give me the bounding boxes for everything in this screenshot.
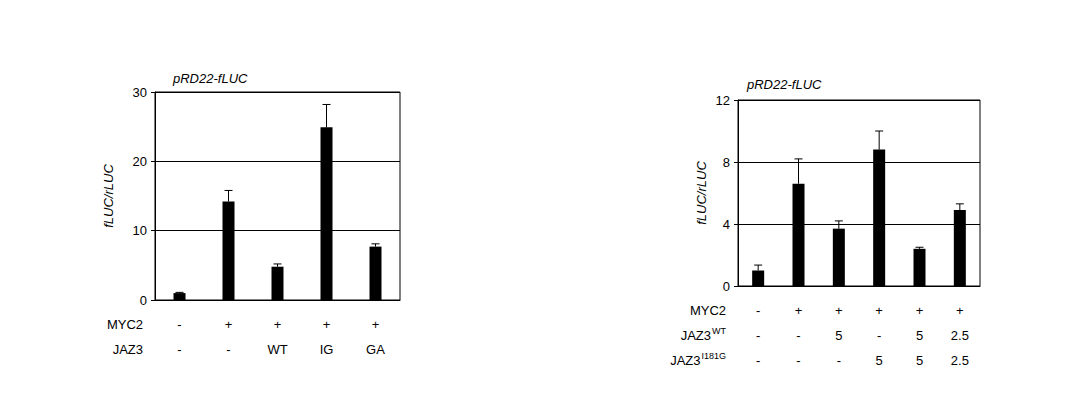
svg-text:JAZ3: JAZ3 [113, 342, 143, 357]
svg-text:-: - [756, 353, 760, 368]
svg-text:5: 5 [916, 353, 923, 368]
svg-text:30: 30 [133, 85, 147, 100]
svg-text:-: - [756, 328, 760, 343]
svg-text:+: + [225, 317, 233, 332]
svg-text:WT: WT [712, 326, 726, 336]
svg-text:MYC2: MYC2 [107, 317, 143, 332]
svg-text:-: - [796, 328, 800, 343]
svg-text:8: 8 [723, 155, 730, 170]
svg-text:+: + [916, 303, 924, 318]
svg-text:MYC2: MYC2 [690, 303, 726, 318]
svg-text:+: + [274, 317, 282, 332]
svg-text:-: - [756, 303, 760, 318]
svg-text:20: 20 [133, 154, 147, 169]
svg-text:I181G: I181G [701, 351, 726, 361]
svg-text:+: + [372, 317, 380, 332]
svg-text:10: 10 [133, 223, 147, 238]
svg-text:JAZ3: JAZ3 [670, 353, 700, 368]
svg-text:pRD22-fLUC: pRD22-fLUC [746, 77, 822, 92]
svg-text:5: 5 [916, 328, 923, 343]
svg-text:0: 0 [723, 279, 730, 294]
svg-text:IG: IG [320, 342, 334, 357]
svg-text:fLUC/rLUC: fLUC/rLUC [101, 164, 116, 228]
svg-text:-: - [226, 342, 230, 357]
svg-text:0: 0 [140, 293, 147, 308]
svg-text:5: 5 [835, 328, 842, 343]
svg-text:JAZ3: JAZ3 [681, 328, 711, 343]
svg-text:-: - [177, 342, 181, 357]
svg-text:pRD22-fLUC: pRD22-fLUC [172, 71, 248, 86]
svg-text:2.5: 2.5 [951, 353, 969, 368]
svg-text:4: 4 [723, 217, 730, 232]
svg-text:+: + [956, 303, 964, 318]
svg-text:fLUC/rLUC: fLUC/rLUC [694, 161, 709, 225]
svg-text:-: - [177, 317, 181, 332]
svg-text:5: 5 [876, 353, 883, 368]
svg-text:+: + [323, 317, 331, 332]
svg-text:WT: WT [267, 342, 287, 357]
svg-text:+: + [875, 303, 883, 318]
svg-text:+: + [795, 303, 803, 318]
svg-text:12: 12 [716, 93, 730, 108]
svg-text:-: - [877, 328, 881, 343]
svg-text:2.5: 2.5 [951, 328, 969, 343]
svg-text:-: - [837, 353, 841, 368]
svg-text:GA: GA [366, 342, 385, 357]
svg-text:-: - [796, 353, 800, 368]
svg-text:+: + [835, 303, 843, 318]
